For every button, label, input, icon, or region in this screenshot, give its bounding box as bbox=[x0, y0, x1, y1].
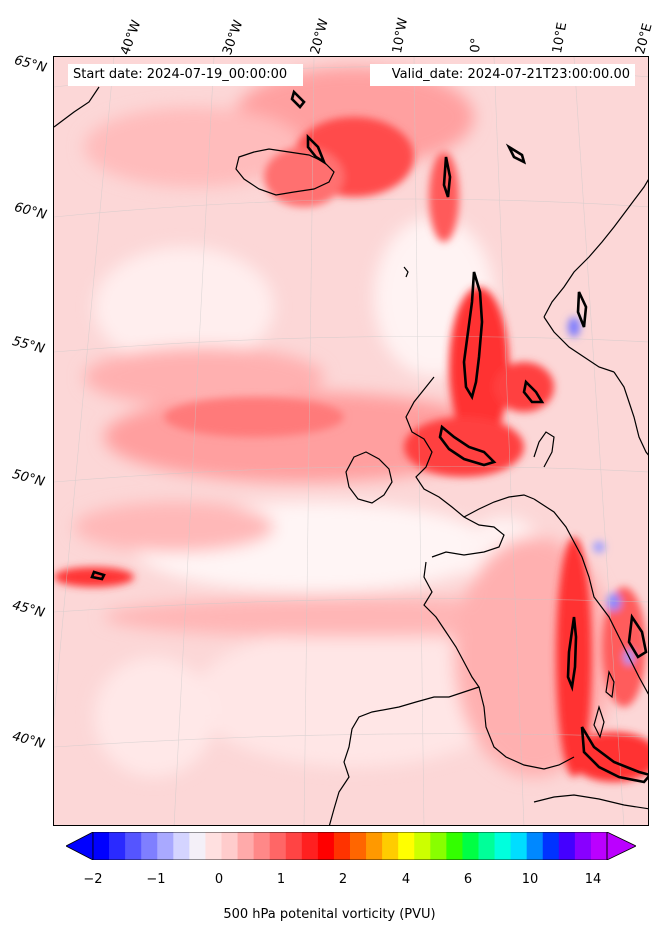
lon-label-20e: 20°E bbox=[633, 21, 656, 56]
colorbar-swatch bbox=[253, 832, 271, 860]
pv-field-map bbox=[54, 57, 648, 825]
colorbar-tick: 14 bbox=[584, 872, 602, 887]
colorbar-max-extend bbox=[606, 832, 636, 860]
lon-label-30w: 30°W bbox=[220, 18, 247, 58]
colorbar-swatch bbox=[157, 832, 174, 860]
start-date-box: Start date: 2024-07-19_00:00:00 bbox=[68, 64, 303, 86]
lat-label-40n: 40°N bbox=[10, 729, 47, 752]
colorbar-swatch bbox=[494, 832, 512, 860]
colorbar-swatch bbox=[237, 832, 255, 860]
colorbar-tick: 10 bbox=[521, 872, 539, 887]
colorbar-swatch bbox=[333, 832, 351, 860]
colorbar-swatch bbox=[301, 832, 319, 860]
lon-label-20w: 20°W bbox=[308, 17, 332, 56]
lon-label-0: 0° bbox=[468, 37, 485, 54]
colorbar-tick: −1 bbox=[146, 872, 166, 887]
colorbar-swatch bbox=[510, 832, 528, 860]
lat-label-45n: 45°N bbox=[10, 598, 47, 621]
colorbar-swatch bbox=[189, 832, 206, 860]
colorbar-tick: 0 bbox=[214, 872, 224, 887]
colorbar-tick: 1 bbox=[276, 872, 286, 887]
valid-date-label: Valid_date: 2024-07-21T23:00:00.00 bbox=[391, 67, 630, 82]
colorbar-swatch bbox=[221, 832, 239, 860]
colorbar-swatch bbox=[478, 832, 496, 860]
colorbar-swatch bbox=[109, 832, 126, 860]
colorbar-swatch bbox=[590, 832, 608, 860]
start-date-label: Start date: 2024-07-19_00:00:00 bbox=[73, 67, 288, 82]
lon-label-40w: 40°W bbox=[118, 18, 145, 58]
colorbar-min-extend bbox=[66, 832, 94, 860]
colorbar-tick: 4 bbox=[401, 872, 411, 887]
colorbar-swatch bbox=[93, 832, 110, 860]
colorbar-swatch bbox=[269, 832, 287, 860]
colorbar-swatch bbox=[462, 832, 479, 860]
valid-date-box: Valid_date: 2024-07-21T23:00:00.00 bbox=[370, 64, 635, 86]
lon-label-10w: 10°W bbox=[390, 16, 412, 55]
lat-label-65n: 65°N bbox=[12, 53, 49, 76]
lat-label-50n: 50°N bbox=[10, 467, 47, 490]
colorbar-swatch bbox=[350, 832, 367, 860]
coastlines bbox=[54, 86, 648, 825]
colorbar-swatch bbox=[205, 832, 222, 860]
colorbar-swatch bbox=[430, 832, 447, 860]
colorbar-swatch bbox=[574, 832, 592, 860]
colorbar-swatch bbox=[398, 832, 415, 860]
lon-label-10e: 10°E bbox=[550, 21, 571, 55]
colorbar-swatch bbox=[125, 832, 142, 860]
colorbar bbox=[66, 832, 636, 860]
colorbar-swatch bbox=[366, 832, 383, 860]
colorbar-tick: −2 bbox=[83, 872, 103, 887]
colorbar-tick: 6 bbox=[463, 872, 473, 887]
colorbar-swatch bbox=[446, 832, 463, 860]
lat-label-55n: 55°N bbox=[10, 334, 47, 357]
map-area bbox=[53, 56, 649, 826]
colorbar-swatch bbox=[558, 832, 576, 860]
lat-label-60n: 60°N bbox=[12, 200, 49, 223]
colorbar-swatch bbox=[317, 832, 335, 860]
colorbar-swatch bbox=[414, 832, 431, 860]
colorbar-swatch bbox=[526, 832, 544, 860]
colorbar-border bbox=[92, 832, 608, 860]
pv-2-contours bbox=[90, 89, 648, 784]
colorbar-label: 500 hPa potenital vorticity (PVU) bbox=[223, 907, 436, 922]
colorbar-swatch bbox=[382, 832, 399, 860]
colorbar-swatch bbox=[141, 832, 158, 860]
colorbar-tick: 2 bbox=[338, 872, 348, 887]
colorbar-swatch bbox=[542, 832, 560, 860]
colorbar-swatch bbox=[285, 832, 303, 860]
colorbar-swatch bbox=[173, 832, 190, 860]
